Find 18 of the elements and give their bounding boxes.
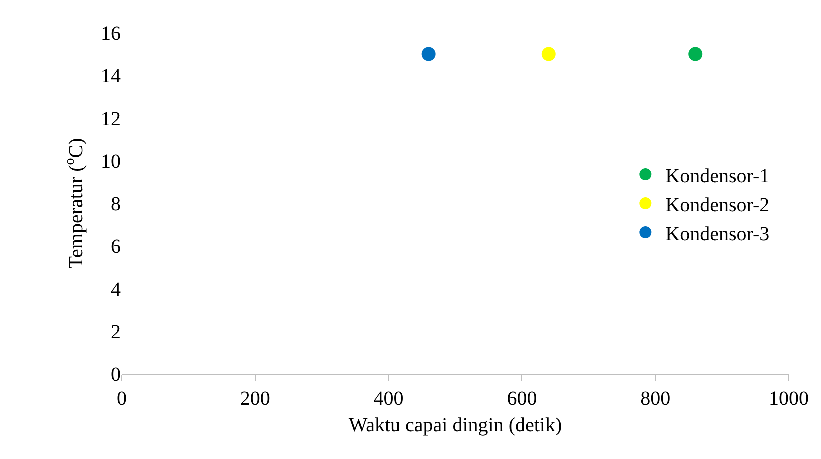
legend-label: Kondensor-1 [666,165,770,188]
y-tick-label: 16 [101,23,121,45]
x-tick-label: 600 [507,388,538,410]
legend-label: Kondensor-3 [666,223,770,246]
x-axis-title: Waktu capai dingin (detik) [348,414,562,436]
y-tick-label: 12 [101,108,121,130]
y-tick-label: 2 [111,321,121,344]
x-tick-label: 1000 [769,388,809,410]
x-tick-label: 800 [640,388,671,410]
y-tick-label: 0 [111,364,121,386]
y-tick-label: 14 [101,66,121,88]
y-tick-label: 4 [111,278,121,301]
y-tick-label: 8 [111,194,121,216]
y-tick-label: 6 [111,236,121,258]
y-tick-label: 10 [101,150,121,173]
x-tick-label: 400 [374,388,404,410]
x-tick-label: 200 [240,388,270,410]
legend-label: Kondensor-2 [666,194,770,216]
